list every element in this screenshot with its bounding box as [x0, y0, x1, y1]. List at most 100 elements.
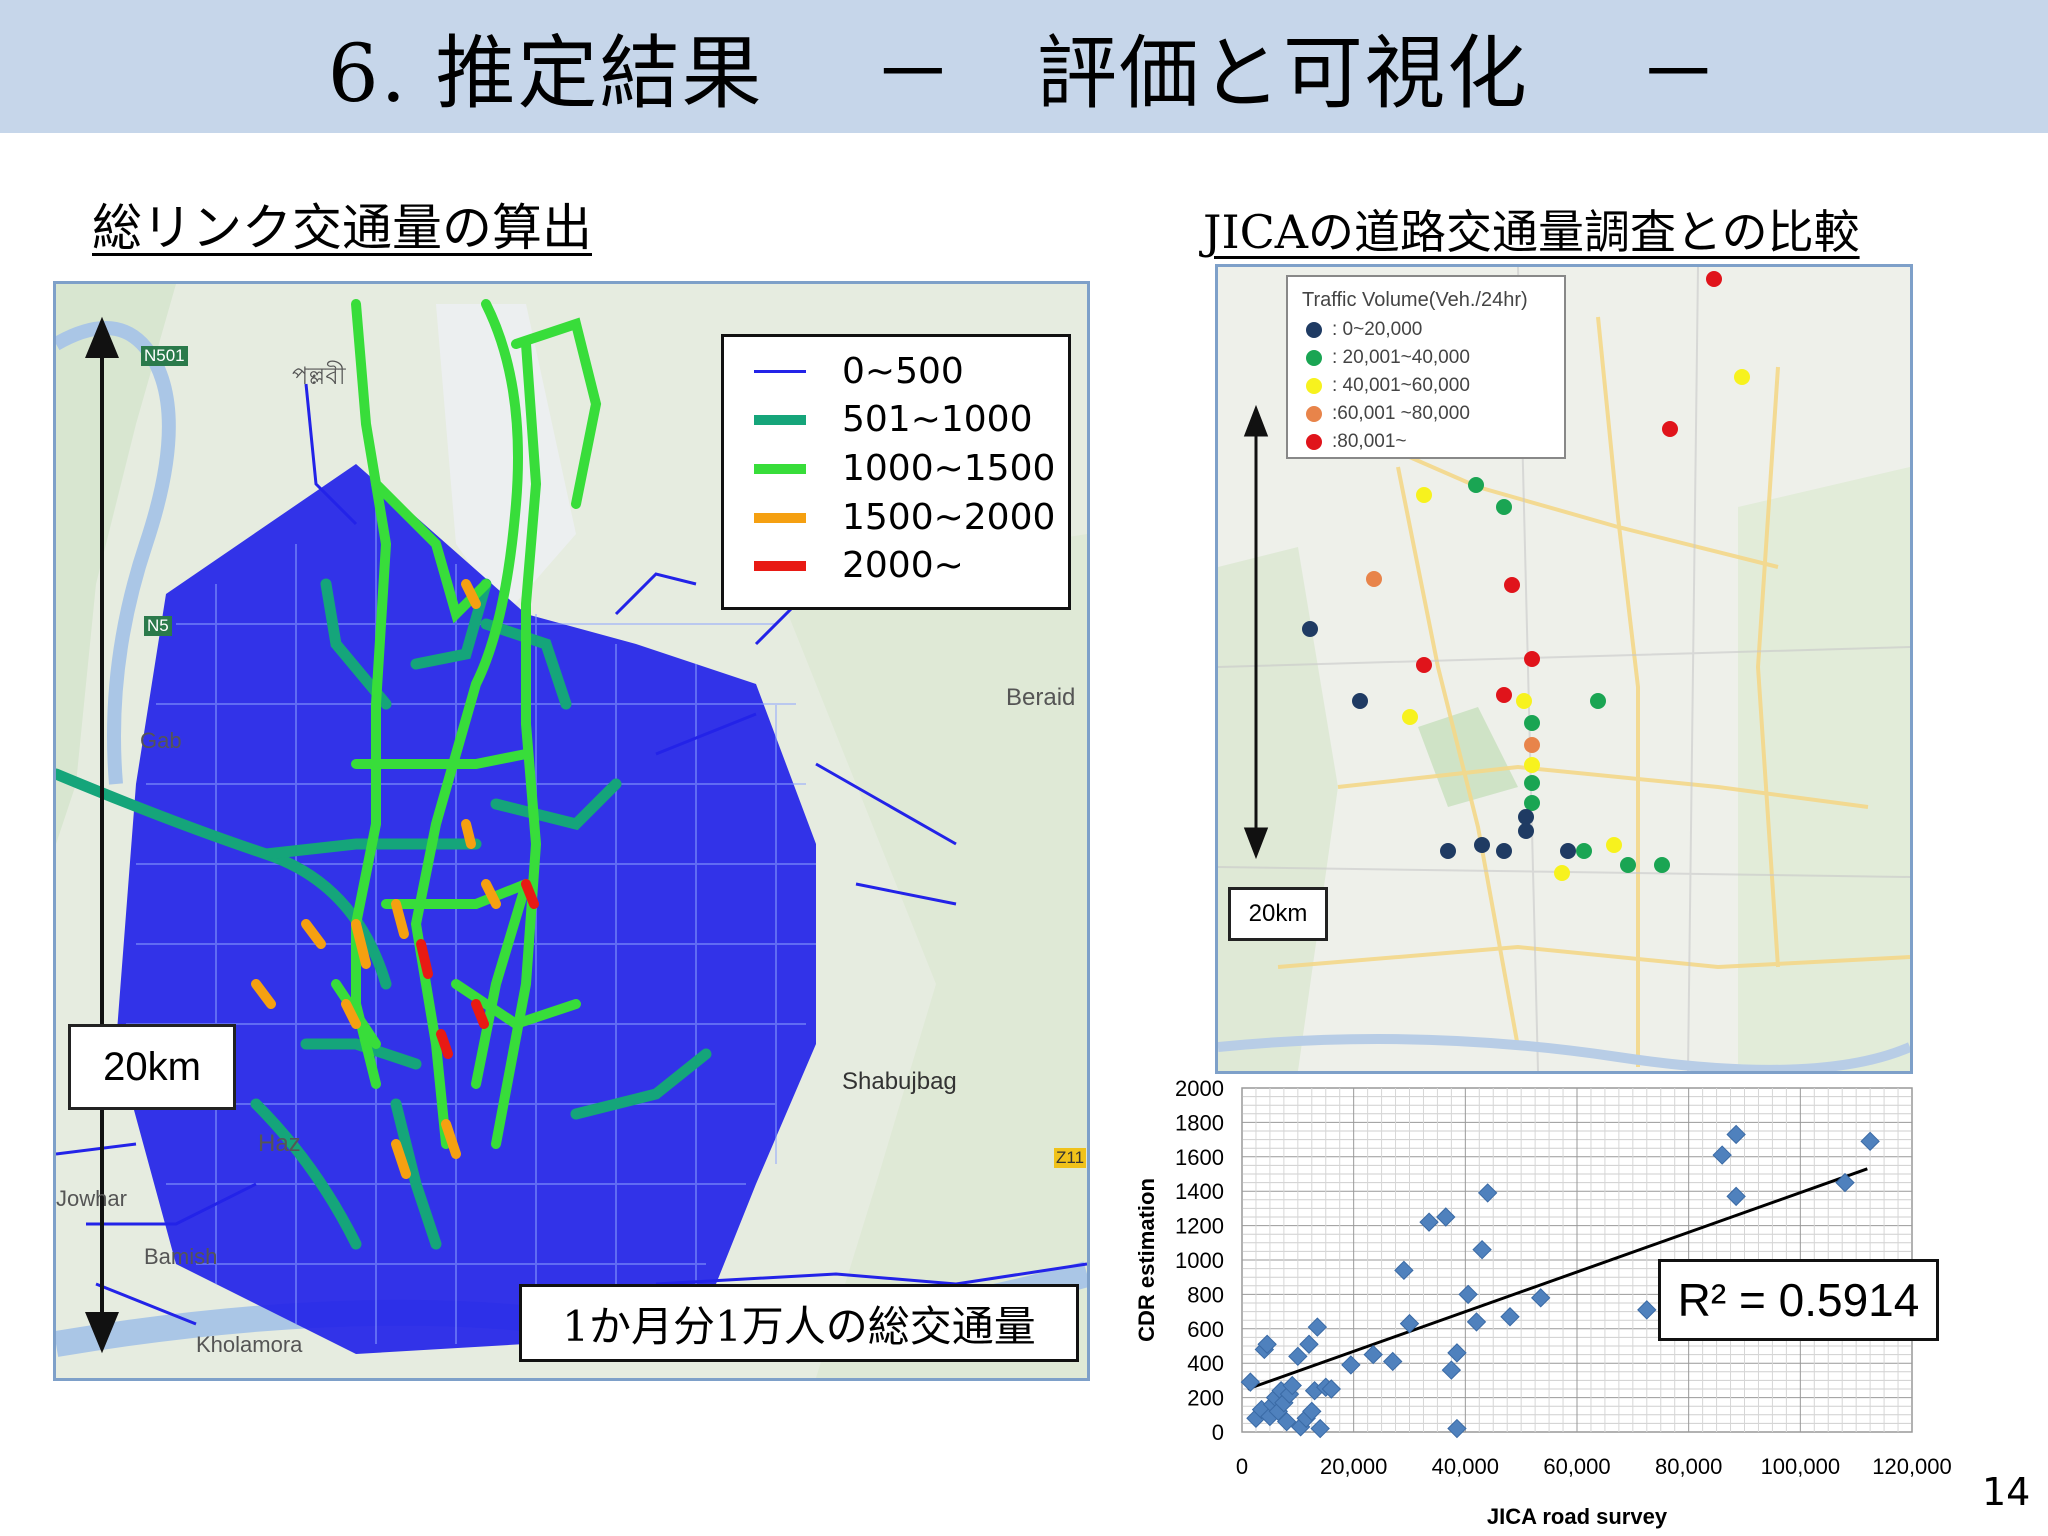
data-point — [1307, 1317, 1328, 1337]
legend-swatch — [754, 370, 806, 373]
y-tick-label: 400 — [1187, 1351, 1224, 1376]
x-tick-label: 120,000 — [1872, 1454, 1952, 1479]
jica-survey-map: Traffic Volume(Veh./24hr) : 0~20,000 : 2… — [1215, 264, 1913, 1074]
legend-item: 1000~1500 — [754, 448, 1055, 489]
data-point — [1466, 1312, 1487, 1332]
y-tick-label: 0 — [1212, 1420, 1224, 1445]
legend-dot — [1306, 378, 1322, 394]
data-point — [1447, 1343, 1467, 1363]
y-tick-label: 1600 — [1175, 1145, 1224, 1170]
map-caption: 1か月分1万人の総交通量 — [519, 1284, 1079, 1362]
legend-label: : 40,001~60,000 — [1332, 375, 1470, 396]
data-point — [1276, 1411, 1297, 1432]
page-number: 14 — [1982, 1470, 2031, 1514]
legend-label: :80,001~ — [1332, 431, 1407, 452]
data-point — [1477, 1183, 1498, 1203]
legend-item: :80,001~ — [1306, 431, 1407, 453]
x-tick-label: 100,000 — [1761, 1454, 1841, 1479]
map-label-bamish: Bamish — [144, 1244, 218, 1269]
map-label-gabtali: Gab — [140, 728, 182, 753]
scale-label: 20km — [1228, 887, 1328, 941]
scale-label: 20km — [68, 1024, 236, 1110]
data-point — [1860, 1131, 1880, 1152]
data-point — [1310, 1418, 1330, 1439]
map-label-kholamora: Kholamora — [196, 1332, 303, 1357]
legend-item: : 20,001~40,000 — [1306, 347, 1470, 369]
data-point — [1288, 1346, 1308, 1367]
traffic-volume-legend: Traffic Volume(Veh./24hr) : 0~20,000 : 2… — [1286, 275, 1566, 459]
data-point — [1531, 1288, 1551, 1308]
legend-dot — [1306, 350, 1322, 366]
legend-swatch — [754, 463, 806, 474]
data-point — [1257, 1334, 1277, 1354]
map-label-beraid: Beraid — [1006, 684, 1076, 711]
data-point — [1458, 1284, 1478, 1305]
map-label-hazari: Haz — [258, 1130, 301, 1157]
map-label-n501: N501 — [141, 346, 188, 366]
data-point — [1399, 1313, 1420, 1334]
data-point — [1712, 1145, 1732, 1165]
map-label-shabujbag: Shabujbag — [842, 1068, 957, 1095]
map-label-pallabi: পল্লবী — [292, 363, 346, 390]
x-tick-label: 40,000 — [1432, 1454, 1499, 1479]
y-tick-label: 200 — [1187, 1386, 1224, 1411]
legend-dot — [1306, 322, 1322, 338]
data-point — [1436, 1207, 1456, 1227]
link-traffic-map: N501 N5 পল্লবী Gab Beraid Shabujbag Z11 … — [53, 281, 1090, 1381]
legend-label: : 20,001~40,000 — [1332, 347, 1470, 368]
legend-dot — [1306, 406, 1322, 422]
data-point — [1341, 1355, 1361, 1375]
traffic-legend: 0~500 501~1000 1000~1500 1500~2000 2000~ — [721, 334, 1071, 610]
data-point — [1363, 1344, 1383, 1365]
legend-label: 1500~2000 — [842, 497, 1056, 538]
x-tick-label: 20,000 — [1320, 1454, 1387, 1479]
legend-swatch — [754, 414, 806, 425]
y-tick-label: 1800 — [1175, 1110, 1224, 1135]
y-tick-labels: 0 200 400 600 800 1000 1200 1400 1600 1800 2000 — [1175, 1076, 1224, 1445]
data-point — [1240, 1372, 1261, 1392]
data-point — [1394, 1260, 1414, 1281]
map-label-n5: N5 — [144, 616, 172, 636]
legend-item: : 40,001~60,000 — [1306, 375, 1470, 397]
legend-item: 1500~2000 — [754, 497, 1055, 538]
x-axis-label: JICA road survey — [1487, 1504, 1668, 1529]
x-tick-label: 80,000 — [1655, 1454, 1722, 1479]
legend-title: Traffic Volume(Veh./24hr) — [1302, 289, 1528, 311]
x-tick-labels: 0 20,000 40,000 60,000 80,000 100,000 120,000 — [1236, 1454, 1952, 1479]
data-point — [1500, 1307, 1520, 1327]
data-point — [1726, 1124, 1746, 1145]
map-label-z11: Z11 — [1054, 1148, 1087, 1168]
y-tick-label: 2000 — [1175, 1076, 1224, 1101]
legend-item: 501~1000 — [754, 399, 1033, 440]
y-axis-label: CDR estimation — [1134, 1178, 1159, 1342]
y-tick-label: 800 — [1187, 1282, 1224, 1307]
legend-swatch — [754, 512, 806, 523]
y-tick-label: 1000 — [1175, 1248, 1224, 1273]
legend-item: :60,001 ~80,000 — [1306, 403, 1470, 425]
data-point — [1447, 1418, 1467, 1439]
data-point — [1302, 1401, 1322, 1422]
data-point — [1472, 1239, 1492, 1260]
data-point — [1726, 1186, 1746, 1207]
legend-label: 2000~ — [842, 545, 964, 586]
map-label-jowhar: Jowhar — [56, 1186, 127, 1211]
data-point — [1637, 1300, 1657, 1320]
data-point — [1835, 1172, 1855, 1193]
data-point — [1321, 1379, 1342, 1399]
title-bar — [0, 0, 2048, 133]
slide-title: 6. 推定結果 － 評価と可視化 － — [327, 26, 1721, 120]
legend-item: 0~500 — [754, 351, 964, 392]
y-tick-label: 600 — [1187, 1317, 1224, 1342]
y-tick-label: 1200 — [1175, 1214, 1224, 1239]
data-point — [1299, 1334, 1319, 1354]
legend-swatch — [754, 560, 806, 571]
legend-dot — [1306, 434, 1322, 450]
r-squared-label: R² = 0.5914 — [1658, 1259, 1939, 1341]
data-points — [1240, 1124, 1880, 1439]
x-tick-label: 60,000 — [1543, 1454, 1610, 1479]
legend-label: 0~500 — [842, 351, 964, 392]
x-tick-label: 0 — [1236, 1454, 1248, 1479]
legend-item: : 0~20,000 — [1306, 319, 1422, 341]
y-tick-label: 1400 — [1175, 1179, 1224, 1204]
left-heading: 総リンク交通量の算出 — [92, 199, 592, 257]
